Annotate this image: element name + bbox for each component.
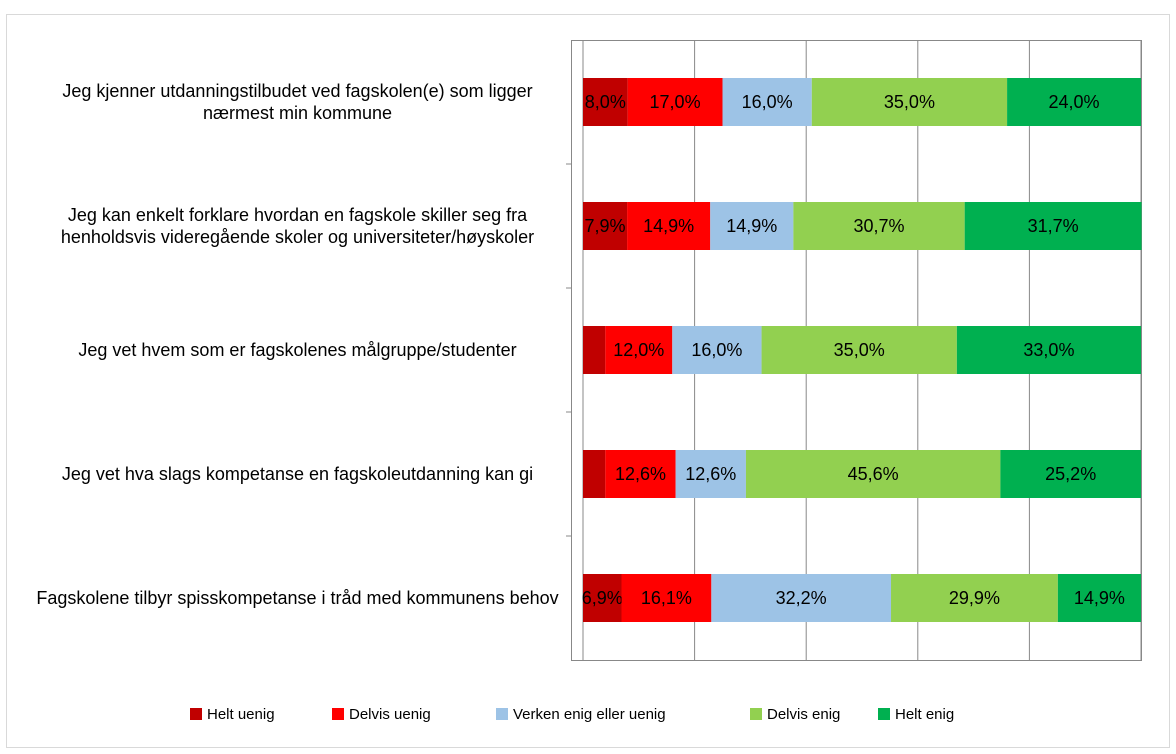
bar-segment (583, 78, 628, 126)
data-label: 29,9% (949, 588, 1000, 608)
legend-swatch (496, 708, 508, 720)
legend-label: Verken enig eller uenig (513, 706, 666, 723)
bar-segment (672, 326, 762, 374)
bar-segment (745, 450, 1001, 498)
bar-segment (811, 78, 1008, 126)
bar-segment (627, 78, 723, 126)
bar-segment (891, 574, 1058, 622)
bar-segment (956, 326, 1141, 374)
data-label: 45,6% (848, 464, 899, 484)
bar-segment (583, 450, 606, 498)
bar-segment (722, 78, 812, 126)
data-label: 31,7% (1028, 216, 1079, 236)
data-label: 12,6% (615, 464, 666, 484)
chart-frame (6, 14, 1170, 748)
legend-swatch (750, 708, 762, 720)
bar-segment (627, 202, 711, 250)
bar-segment (605, 450, 676, 498)
data-label: 7,9% (585, 216, 626, 236)
data-label: 35,0% (884, 92, 935, 112)
legend-swatch (332, 708, 344, 720)
data-label: 6,9% (582, 588, 623, 608)
data-label: 16,1% (641, 588, 692, 608)
category-label: Fagskolene tilbyr spisskompetanse i tråd… (36, 588, 559, 608)
data-label: 30,7% (853, 216, 904, 236)
legend-label: Delvis enig (767, 706, 840, 723)
bar-segment (793, 202, 965, 250)
data-label: 14,9% (726, 216, 777, 236)
data-label: 16,0% (742, 92, 793, 112)
bar-segment (711, 574, 892, 622)
data-label: 14,9% (643, 216, 694, 236)
data-label: 12,0% (613, 340, 664, 360)
data-label: 17,0% (650, 92, 701, 112)
data-label: 24,0% (1049, 92, 1100, 112)
legend-swatch (878, 708, 890, 720)
bar-segment (761, 326, 957, 374)
bar-segment (1057, 574, 1141, 622)
data-label: 35,0% (834, 340, 885, 360)
bar-segment (621, 574, 712, 622)
category-label: Jeg kjenner utdanningstilbudet ved fagsk… (62, 81, 533, 123)
bar-segment (583, 326, 606, 374)
data-label: 33,0% (1023, 340, 1074, 360)
legend-label: Delvis uenig (349, 706, 431, 723)
bar-segment (583, 202, 628, 250)
legend-label: Helt uenig (207, 706, 275, 723)
legend-swatch (190, 708, 202, 720)
category-label: Jeg vet hva slags kompetanse en fagskole… (61, 464, 534, 484)
category-label: Jeg vet hvem som er fagskolenes målgrupp… (78, 340, 517, 360)
bar-segment (710, 202, 794, 250)
bar-segment (1007, 78, 1141, 126)
data-label: 8,0% (585, 92, 626, 112)
bar-segment (583, 574, 622, 622)
data-label: 25,2% (1045, 464, 1096, 484)
bar-segment (605, 326, 673, 374)
data-label: 16,0% (691, 340, 742, 360)
category-label: Jeg kan enkelt forklare hvordan en fagsk… (60, 205, 535, 247)
bar-segment (1000, 450, 1141, 498)
data-label: 32,2% (776, 588, 827, 608)
data-label: 12,6% (685, 464, 736, 484)
bar-segment (675, 450, 746, 498)
bar-segment (964, 202, 1142, 250)
data-label: 14,9% (1074, 588, 1125, 608)
legend-label: Helt enig (895, 706, 954, 723)
